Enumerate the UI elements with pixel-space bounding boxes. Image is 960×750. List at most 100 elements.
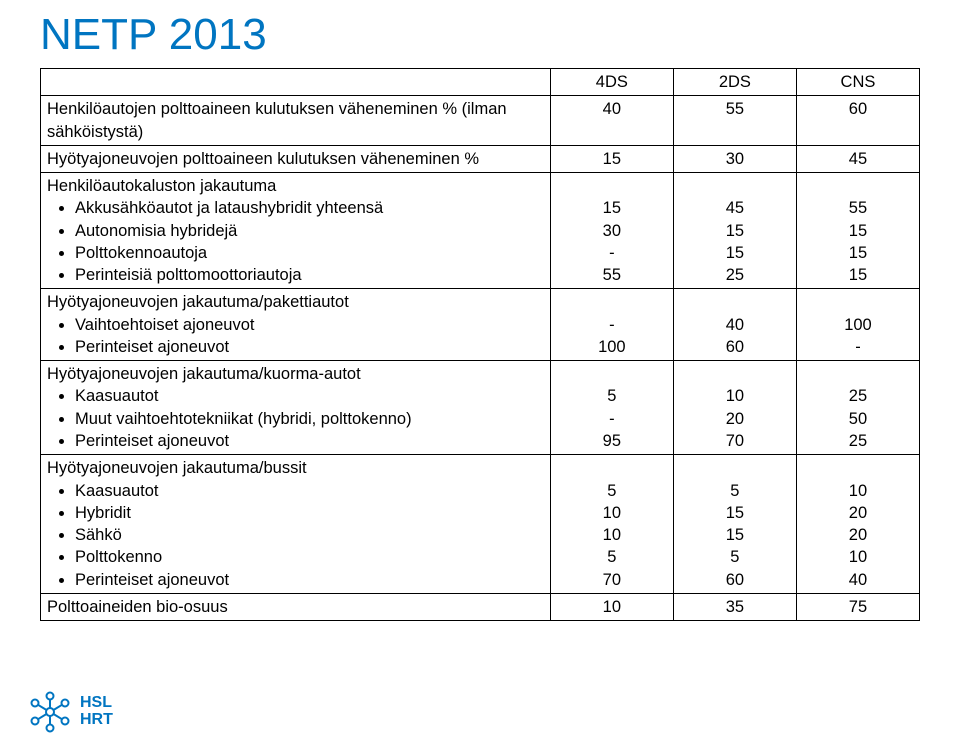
group-bullet-item: Polttokenno	[75, 546, 544, 568]
spacer	[680, 363, 790, 385]
page-title: NETP 2013	[40, 10, 920, 60]
value-line: 45	[680, 197, 790, 219]
value-cell: 1530-55	[550, 173, 673, 289]
value-cell: 45	[796, 145, 919, 172]
value-cell: 255025	[796, 361, 919, 455]
table-row: Hyötyajoneuvojen polttoaineen kulutuksen…	[41, 145, 920, 172]
value-line: -	[803, 336, 913, 358]
value-line: 5	[680, 546, 790, 568]
table-header-row: 4DS 2DS CNS	[41, 69, 920, 96]
value-line: 25	[680, 264, 790, 286]
value-line: 20	[680, 408, 790, 430]
group-bullet-item: Perinteisiä polttomoottoriautoja	[75, 264, 544, 286]
value-line: 5	[680, 480, 790, 502]
value-cell: 1020201040	[796, 455, 919, 594]
value-line: 15	[803, 242, 913, 264]
spacer	[803, 457, 913, 479]
value-cell: 51010570	[550, 455, 673, 594]
value-line: 5	[557, 385, 667, 407]
value-line: -	[557, 408, 667, 430]
table-row: Polttoaineiden bio-osuus103575	[41, 593, 920, 620]
group-bullet-list: Akkusähköautot ja lataushybridit yhteens…	[47, 197, 544, 286]
group-bullet-list: KaasuautotMuut vaihtoehtotekniikat (hybr…	[47, 385, 544, 452]
row-label-cell: Polttoaineiden bio-osuus	[41, 593, 551, 620]
value-line: 100	[557, 336, 667, 358]
data-table: 4DS 2DS CNS Henkilöautojen polttoaineen …	[40, 68, 920, 621]
value-cell: 45151525	[673, 173, 796, 289]
value-cell: 55151515	[796, 173, 919, 289]
value-line: 15	[680, 242, 790, 264]
group-bullet-item: Vaihtoehtoiset ajoneuvot	[75, 314, 544, 336]
value-cell: 75	[796, 593, 919, 620]
group-bullet-item: Hybridit	[75, 502, 544, 524]
value-line: -	[557, 242, 667, 264]
value-line: 25	[803, 385, 913, 407]
value-line: 5	[557, 546, 667, 568]
value-cell: 55	[673, 96, 796, 146]
value-cell: 5-95	[550, 361, 673, 455]
row-label-cell: Hyötyajoneuvojen jakautuma/bussitKaasuau…	[41, 455, 551, 594]
spacer	[680, 175, 790, 197]
table-header-2ds: 2DS	[673, 69, 796, 96]
table-row: Hyötyajoneuvojen jakautuma/pakettiautotV…	[41, 289, 920, 361]
value-line: 20	[803, 524, 913, 546]
spacer	[803, 291, 913, 313]
value-line: 70	[557, 569, 667, 591]
value-cell: 102070	[673, 361, 796, 455]
value-line: 30	[557, 220, 667, 242]
table-header-blank	[41, 69, 551, 96]
value-line: 20	[803, 502, 913, 524]
table-row: Henkilöautokaluston jakautumaAkkusähköau…	[41, 173, 920, 289]
value-line: -	[557, 314, 667, 336]
group-heading: Hyötyajoneuvojen jakautuma/bussit	[47, 457, 544, 479]
table-row: Henkilöautojen polttoaineen kulutuksen v…	[41, 96, 920, 146]
logo-text: HSL HRT	[80, 695, 113, 729]
table-header-cns: CNS	[796, 69, 919, 96]
row-label-cell: Hyötyajoneuvojen polttoaineen kulutuksen…	[41, 145, 551, 172]
spacer	[557, 457, 667, 479]
group-bullet-item: Kaasuautot	[75, 385, 544, 407]
value-line: 10	[680, 385, 790, 407]
group-bullet-item: Perinteiset ajoneuvot	[75, 569, 544, 591]
value-line: 10	[557, 524, 667, 546]
group-heading: Hyötyajoneuvojen jakautuma/pakettiautot	[47, 291, 544, 313]
value-line: 55	[557, 264, 667, 286]
value-cell: 100-	[796, 289, 919, 361]
value-line: 5	[557, 480, 667, 502]
group-bullet-item: Polttokennoautoja	[75, 242, 544, 264]
value-cell: 30	[673, 145, 796, 172]
value-cell: 60	[796, 96, 919, 146]
value-cell: 35	[673, 593, 796, 620]
value-line: 50	[803, 408, 913, 430]
row-label-cell: Hyötyajoneuvojen jakautuma/pakettiautotV…	[41, 289, 551, 361]
spacer	[803, 175, 913, 197]
group-bullet-item: Kaasuautot	[75, 480, 544, 502]
row-label-cell: Henkilöautojen polttoaineen kulutuksen v…	[41, 96, 551, 146]
group-bullet-item: Perinteiset ajoneuvot	[75, 430, 544, 452]
group-heading: Henkilöautokaluston jakautuma	[47, 175, 544, 197]
group-bullet-list: Vaihtoehtoiset ajoneuvotPerinteiset ajon…	[47, 314, 544, 359]
value-line: 15	[557, 197, 667, 219]
value-line: 10	[557, 502, 667, 524]
group-heading: Hyötyajoneuvojen jakautuma/kuorma-autot	[47, 363, 544, 385]
value-cell: 10	[550, 593, 673, 620]
group-bullet-item: Muut vaihtoehtotekniikat (hybridi, poltt…	[75, 408, 544, 430]
value-cell: 4060	[673, 289, 796, 361]
value-line: 40	[680, 314, 790, 336]
spacer	[557, 175, 667, 197]
value-line: 15	[803, 264, 913, 286]
row-label-cell: Henkilöautokaluston jakautumaAkkusähköau…	[41, 173, 551, 289]
value-line: 15	[680, 502, 790, 524]
value-cell: 40	[550, 96, 673, 146]
value-line: 40	[803, 569, 913, 591]
group-bullet-item: Autonomisia hybridejä	[75, 220, 544, 242]
spacer	[680, 457, 790, 479]
spacer	[557, 363, 667, 385]
group-bullet-item: Akkusähköautot ja lataushybridit yhteens…	[75, 197, 544, 219]
group-bullet-item: Perinteiset ajoneuvot	[75, 336, 544, 358]
value-line: 25	[803, 430, 913, 452]
value-line: 10	[803, 480, 913, 502]
value-line: 55	[803, 197, 913, 219]
value-line: 60	[680, 336, 790, 358]
logo: HSL HRT	[28, 690, 113, 734]
